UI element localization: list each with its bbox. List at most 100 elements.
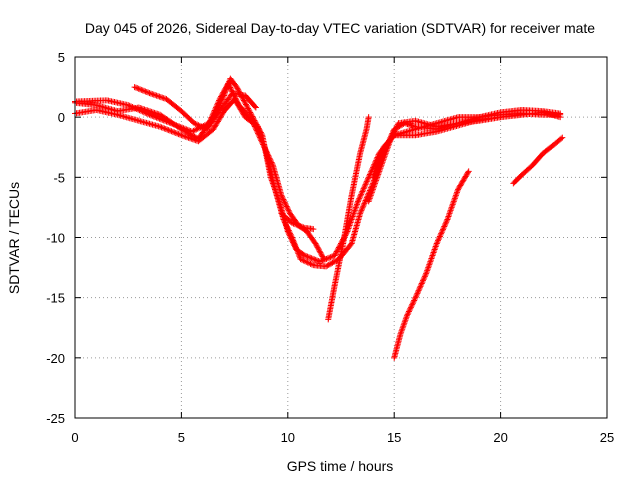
- data-point: [284, 206, 291, 213]
- x-tick-label: 15: [387, 430, 401, 445]
- data-point: [179, 124, 186, 131]
- data-point: [557, 110, 564, 117]
- data-point: [167, 120, 174, 127]
- data-point: [416, 284, 423, 291]
- data-point: [282, 200, 289, 207]
- data-point: [464, 169, 471, 176]
- data-point: [287, 230, 294, 237]
- data-point: [356, 195, 363, 202]
- data-point: [307, 260, 314, 267]
- data-point: [186, 135, 193, 142]
- data-point: [320, 254, 327, 261]
- data-point: [327, 254, 334, 261]
- data-point: [365, 175, 372, 182]
- data-point: [160, 117, 167, 124]
- data-point: [440, 224, 447, 231]
- data-point: [141, 87, 148, 94]
- data-point: [125, 102, 132, 109]
- data-point: [292, 243, 299, 250]
- data-point: [287, 231, 294, 238]
- data-point: [249, 119, 256, 126]
- data-point: [418, 281, 425, 288]
- data-point: [195, 122, 202, 129]
- data-point: [176, 131, 183, 138]
- data-point: [438, 229, 445, 236]
- data-point: [199, 124, 206, 131]
- data-point: [361, 184, 368, 191]
- data-point: [169, 128, 176, 135]
- data-point: [265, 152, 272, 159]
- data-point: [143, 89, 150, 96]
- data-point: [360, 203, 367, 210]
- series-track-i: [391, 168, 472, 361]
- data-point: [441, 223, 448, 230]
- data-points: [72, 75, 566, 361]
- data-point: [244, 104, 251, 111]
- data-point: [290, 238, 297, 245]
- data-point: [335, 245, 342, 252]
- data-point: [297, 256, 304, 263]
- data-point: [442, 220, 449, 227]
- data-point: [154, 115, 161, 122]
- data-point: [172, 121, 179, 128]
- data-point: [260, 141, 267, 148]
- data-point: [248, 116, 255, 123]
- y-tick-label: -10: [46, 231, 65, 246]
- data-point: [393, 124, 400, 131]
- data-point: [173, 122, 180, 129]
- data-point: [157, 94, 164, 101]
- data-point: [330, 259, 337, 266]
- y-tick-label: -15: [46, 291, 65, 306]
- data-point: [150, 113, 157, 120]
- data-point: [301, 252, 308, 259]
- data-point: [281, 219, 288, 226]
- data-point: [314, 244, 321, 251]
- data-point: [160, 95, 167, 102]
- data-point: [294, 222, 301, 229]
- data-point: [403, 312, 410, 319]
- data-point: [413, 291, 420, 298]
- data-point: [465, 168, 472, 175]
- data-point: [409, 301, 416, 308]
- data-point: [170, 121, 177, 128]
- data-point: [358, 189, 365, 196]
- data-point: [411, 296, 418, 303]
- data-point: [184, 134, 191, 141]
- data-point: [152, 92, 159, 99]
- data-point: [295, 250, 302, 257]
- data-point: [146, 90, 153, 97]
- data-point: [362, 197, 369, 204]
- data-point: [174, 130, 181, 137]
- data-point: [253, 126, 260, 133]
- data-point: [214, 100, 221, 107]
- data-point: [189, 136, 196, 143]
- data-point: [245, 105, 252, 112]
- x-tick-label: 20: [493, 430, 507, 445]
- data-point: [240, 96, 247, 103]
- data-point: [177, 124, 184, 131]
- data-point: [422, 272, 429, 279]
- series-track-d: [131, 84, 259, 133]
- y-tick-label: -5: [53, 170, 65, 185]
- data-point: [267, 158, 274, 165]
- data-point: [257, 135, 264, 142]
- data-point: [278, 192, 285, 199]
- data-point: [152, 114, 159, 121]
- data-point: [293, 246, 300, 253]
- data-point: [319, 253, 326, 260]
- data-point: [318, 252, 325, 259]
- data-point: [303, 258, 310, 265]
- data-point: [355, 198, 362, 205]
- data-point: [281, 199, 288, 206]
- data-point: [156, 115, 163, 122]
- data-point: [313, 243, 320, 250]
- data-point: [308, 255, 315, 262]
- data-point: [406, 307, 413, 314]
- data-point: [359, 204, 366, 211]
- data-point: [291, 221, 298, 228]
- data-point: [364, 177, 371, 184]
- data-point: [436, 234, 443, 241]
- data-point: [163, 118, 170, 125]
- data-point: [132, 84, 139, 91]
